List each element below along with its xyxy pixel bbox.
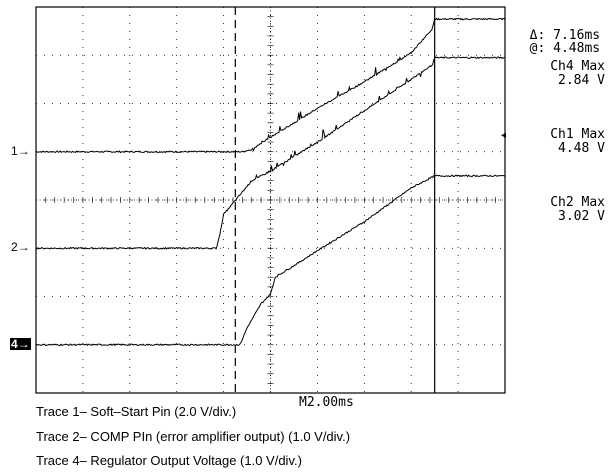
delta-symbol: Δ:: [529, 28, 554, 43]
channel-marker-label: 1: [11, 143, 18, 158]
trace-4-line: [35, 174, 506, 347]
channel-marker-label: 2: [11, 240, 18, 255]
caption-trace-2: Trace 2– COMP PIn (error amplifier outpu…: [36, 429, 351, 444]
measurement-name: Ch2 Max: [550, 195, 605, 210]
marker-arrow-icon: →: [17, 336, 30, 351]
measurement-0: Ch4 Max 2.84 V: [550, 60, 605, 88]
delta-value: 7.16ms: [553, 28, 601, 43]
timebase-label: M2.00ms: [299, 395, 354, 410]
channel-marker-label: 4: [11, 336, 18, 351]
caption-trace-1: Trace 1– Soft–Start Pin (2.0 V/div.): [36, 404, 237, 419]
marker-arrow-icon: →: [17, 143, 30, 158]
at-symbol: @:: [529, 41, 554, 56]
channel-marker-4: 4→: [10, 336, 31, 351]
measurement-name: Ch4 Max: [550, 59, 605, 74]
plot-frame: [35, 6, 506, 394]
at-value: 4.48ms: [553, 41, 601, 56]
cursor-delta-readout: Δ: 7.16ms: [514, 16, 600, 42]
graticule: [35, 6, 506, 394]
measurement-2: Ch2 Max 3.02 V: [550, 196, 605, 224]
traces: [35, 17, 506, 347]
cursor-at-readout: @: 4.48ms: [514, 29, 600, 55]
channel-marker-1: 1→: [11, 145, 30, 157]
trace-1-line: [35, 17, 506, 154]
cursors: [234, 7, 436, 393]
measurement-value: 4.48 V: [558, 141, 605, 156]
marker-arrow-icon: →: [17, 240, 30, 255]
caption-trace-4: Trace 4– Regulator Output Voltage (1.0 V…: [36, 453, 302, 468]
measurement-value: 3.02 V: [558, 209, 605, 224]
measurement-1: Ch1 Max 4.48 V: [550, 128, 605, 156]
measurement-name: Ch1 Max: [550, 127, 605, 142]
channel-marker-2: 2→: [11, 241, 30, 253]
trace-2-line: [35, 56, 506, 250]
ch1-marker-arrow: ◂: [501, 130, 507, 141]
measurement-value: 2.84 V: [558, 73, 605, 88]
